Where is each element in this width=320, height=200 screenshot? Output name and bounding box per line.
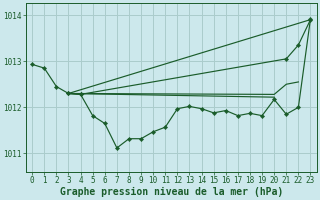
X-axis label: Graphe pression niveau de la mer (hPa): Graphe pression niveau de la mer (hPa): [60, 186, 283, 197]
